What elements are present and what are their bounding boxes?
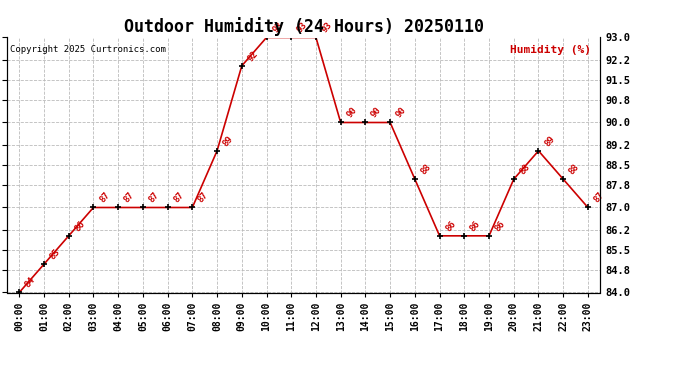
Title: Outdoor Humidity (24 Hours) 20250110: Outdoor Humidity (24 Hours) 20250110	[124, 17, 484, 36]
Text: 90: 90	[394, 106, 408, 120]
Text: 86: 86	[73, 219, 87, 233]
Text: 90: 90	[370, 106, 384, 120]
Text: 93: 93	[295, 21, 309, 35]
Text: 84: 84	[23, 276, 37, 290]
Text: 87: 87	[122, 191, 136, 205]
Text: Copyright 2025 Curtronics.com: Copyright 2025 Curtronics.com	[10, 45, 166, 54]
Text: 89: 89	[221, 134, 235, 148]
Text: 88: 88	[518, 162, 532, 176]
Text: Humidity (%): Humidity (%)	[511, 45, 591, 55]
Text: 87: 87	[172, 191, 186, 205]
Text: 86: 86	[469, 219, 482, 233]
Text: 92: 92	[246, 49, 259, 63]
Text: 87: 87	[147, 191, 161, 205]
Text: 89: 89	[542, 134, 556, 148]
Text: 88: 88	[567, 162, 581, 176]
Text: 86: 86	[444, 219, 457, 233]
Text: 93: 93	[320, 21, 334, 35]
Text: 85: 85	[48, 248, 62, 261]
Text: 88: 88	[419, 162, 433, 176]
Text: 93: 93	[270, 21, 284, 35]
Text: 86: 86	[493, 219, 507, 233]
Text: 87: 87	[97, 191, 111, 205]
Text: 87: 87	[197, 191, 210, 205]
Text: 87: 87	[592, 191, 606, 205]
Text: 90: 90	[345, 106, 359, 120]
